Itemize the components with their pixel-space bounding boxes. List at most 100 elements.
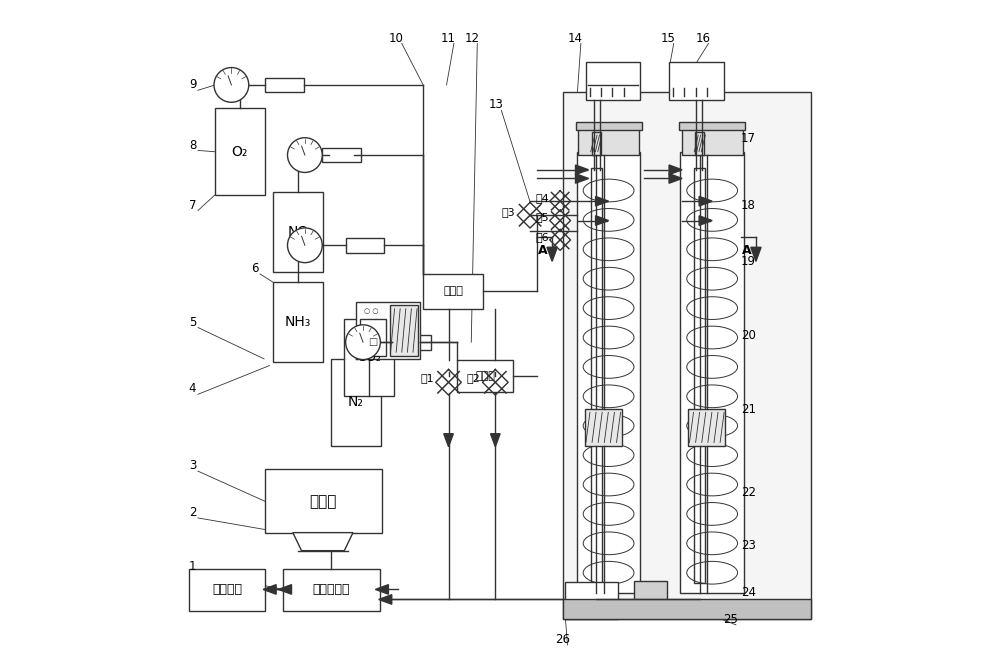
Text: 19: 19	[741, 256, 756, 268]
Text: SO₂: SO₂	[358, 351, 381, 364]
Text: 11: 11	[441, 32, 456, 45]
Text: A: A	[742, 244, 751, 257]
Bar	[273, 192, 323, 272]
Text: 17: 17	[741, 132, 756, 145]
Bar	[634, 581, 667, 609]
Text: 混合器: 混合器	[475, 370, 495, 380]
Bar	[346, 238, 384, 253]
Bar	[578, 128, 639, 155]
Circle shape	[346, 325, 380, 360]
Text: NH₃: NH₃	[285, 315, 311, 329]
Polygon shape	[379, 595, 392, 604]
Text: 阀4: 阀4	[536, 193, 549, 203]
Polygon shape	[596, 197, 609, 206]
Text: 6: 6	[251, 262, 259, 275]
Text: 阀2: 阀2	[467, 373, 481, 383]
Text: □: □	[368, 338, 378, 347]
Bar	[265, 78, 304, 93]
Polygon shape	[576, 174, 589, 183]
Bar	[563, 92, 811, 619]
Text: 9: 9	[189, 79, 196, 91]
Text: 16: 16	[696, 32, 711, 45]
Bar	[586, 62, 640, 99]
Bar	[688, 409, 725, 446]
Text: 7: 7	[189, 199, 196, 211]
Bar	[592, 132, 601, 155]
Bar	[356, 302, 420, 359]
Text: 阀1: 阀1	[420, 373, 434, 383]
Bar	[577, 152, 640, 592]
Text: 尾气回收: 尾气回收	[212, 583, 242, 596]
Bar	[695, 132, 704, 155]
Polygon shape	[596, 216, 609, 225]
Bar	[322, 148, 361, 162]
Polygon shape	[278, 584, 292, 595]
Text: ○ ○: ○ ○	[364, 308, 379, 314]
Polygon shape	[444, 433, 453, 447]
Text: 25: 25	[723, 613, 738, 626]
Bar	[563, 599, 811, 619]
Text: 12: 12	[464, 32, 479, 45]
Text: 烟气分析仪: 烟气分析仪	[313, 583, 350, 596]
Bar	[585, 409, 622, 446]
Text: 26: 26	[555, 633, 570, 646]
Polygon shape	[491, 433, 500, 447]
Text: 阀6: 阀6	[536, 231, 549, 242]
Bar	[392, 335, 431, 350]
Polygon shape	[699, 197, 712, 206]
Text: 15: 15	[661, 32, 676, 45]
Bar	[694, 168, 705, 582]
Circle shape	[288, 138, 322, 172]
Text: 阀3: 阀3	[502, 207, 515, 217]
Polygon shape	[263, 584, 276, 595]
Text: 5: 5	[189, 315, 196, 329]
Text: 22: 22	[741, 486, 756, 499]
Bar	[682, 128, 743, 155]
Bar	[331, 359, 381, 446]
Text: 14: 14	[568, 32, 583, 45]
Polygon shape	[669, 165, 682, 174]
Polygon shape	[547, 248, 557, 261]
Bar	[390, 305, 418, 356]
Text: 24: 24	[741, 586, 756, 599]
Bar	[565, 582, 618, 619]
Bar	[344, 319, 394, 396]
Text: 4: 4	[189, 382, 196, 395]
Polygon shape	[576, 165, 589, 174]
Polygon shape	[669, 174, 682, 183]
Circle shape	[288, 228, 322, 262]
Text: O₂: O₂	[232, 145, 248, 159]
Bar	[360, 319, 386, 356]
Polygon shape	[699, 216, 712, 225]
Text: 2: 2	[189, 506, 196, 519]
Bar	[591, 168, 602, 582]
Polygon shape	[293, 533, 353, 551]
Text: 混合器: 混合器	[443, 287, 463, 297]
Bar	[457, 360, 513, 392]
Bar	[576, 121, 642, 130]
Bar	[265, 469, 382, 533]
Bar	[669, 62, 724, 99]
Bar	[680, 152, 744, 592]
Text: 3: 3	[189, 460, 196, 472]
Bar	[215, 108, 265, 195]
Text: 1: 1	[189, 560, 196, 572]
Text: 21: 21	[741, 403, 756, 415]
Text: NO: NO	[287, 225, 308, 239]
Text: 20: 20	[741, 329, 756, 342]
Bar	[283, 569, 380, 611]
Text: 23: 23	[741, 539, 756, 552]
Text: 18: 18	[741, 199, 756, 211]
Bar	[423, 274, 483, 309]
Text: 8: 8	[189, 138, 196, 152]
Text: 13: 13	[489, 99, 503, 111]
Text: N₂: N₂	[348, 395, 364, 409]
Text: A: A	[538, 244, 548, 257]
Bar	[273, 282, 323, 362]
Circle shape	[214, 68, 249, 102]
Bar	[189, 569, 265, 611]
Bar	[679, 121, 745, 130]
Text: 10: 10	[389, 32, 404, 45]
Polygon shape	[375, 584, 388, 595]
Polygon shape	[751, 248, 761, 261]
